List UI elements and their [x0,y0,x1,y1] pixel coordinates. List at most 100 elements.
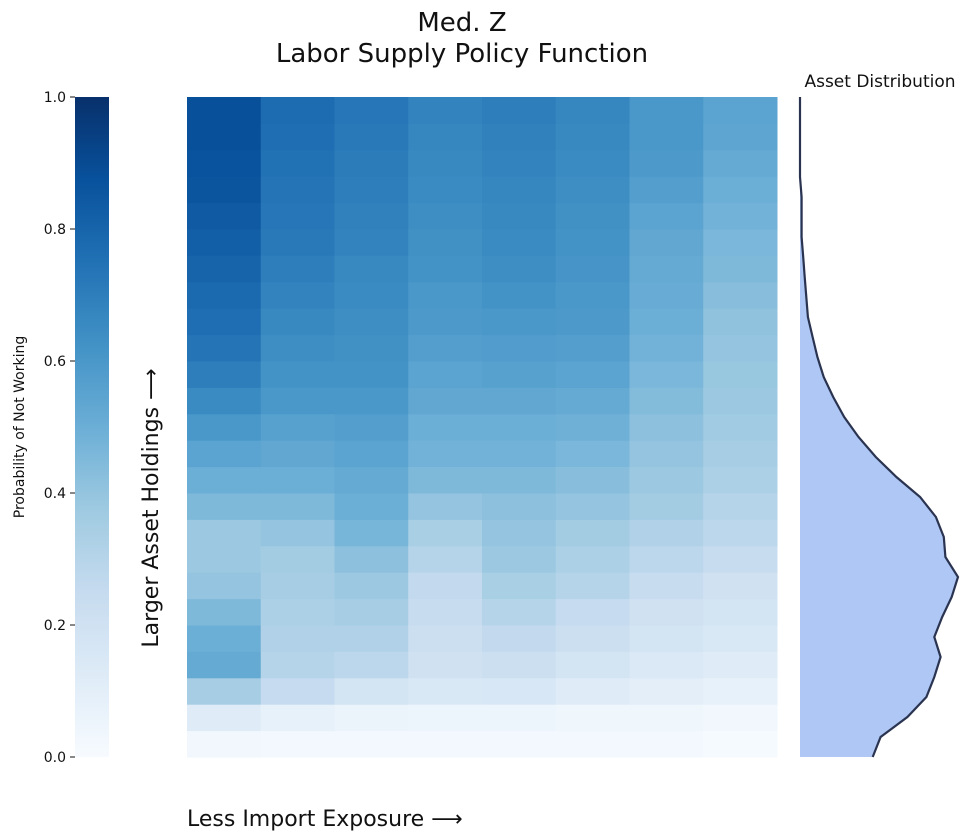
heatmap-cell [482,545,557,573]
heatmap-cell [408,625,483,652]
heatmap-cell [408,202,483,230]
heatmap-cell [334,308,409,336]
distribution-title: Asset Distribution [804,72,955,92]
heatmap-cell [555,677,630,705]
heatmap-cell [408,413,483,441]
heatmap-cell [629,149,704,177]
heatmap-cell [334,97,409,124]
heatmap-cell [408,361,483,388]
heatmap-cell [555,704,630,732]
heatmap-cell [408,651,483,679]
heatmap-cell [555,493,630,520]
heatmap-cell [408,255,483,283]
heatmap-cell [703,730,778,758]
heatmap-cell [555,97,630,124]
heatmap-cell [482,598,557,626]
heatmap-cell [408,281,483,309]
heatmap-cell [482,730,557,758]
heatmap-cell [187,598,262,626]
heatmap-cell [482,176,557,204]
heatmap-cell [260,149,335,177]
heatmap-cell [482,123,557,151]
heatmap-cell [555,202,630,230]
heatmap-cell [408,387,483,415]
heatmap-cell [629,413,704,441]
heatmap-cell [334,229,409,256]
heatmap-cell [629,361,704,388]
heatmap-cell [408,677,483,705]
heatmap-cell [334,255,409,283]
heatmap-cell [187,387,262,415]
heatmap-cell [187,361,262,388]
heatmap-cell [187,97,262,124]
heatmap-cell [187,572,262,600]
heatmap-cell [408,704,483,732]
heatmap-cell [334,493,409,520]
heatmap-cell [629,730,704,758]
heatmap-cell [629,651,704,679]
heatmap-cell [703,545,778,573]
heatmap-cell [629,625,704,652]
heatmap-cell [482,677,557,705]
colorbar-tick-label: 0.8 [44,222,66,238]
colorbar-tick-label: 0.2 [44,618,66,634]
heatmap-cell [703,651,778,679]
heatmap-cell [334,572,409,600]
heatmap-cell [260,255,335,283]
heatmap-cell [187,493,262,520]
heatmap-cell [629,202,704,230]
y-axis-label: Larger Asset Holdings ⟶ [139,368,164,647]
heatmap-cell [703,361,778,388]
heatmap-cell [334,281,409,309]
heatmap-cell [260,413,335,441]
heatmap-cell [703,677,778,705]
heatmap-cell [482,704,557,732]
heatmap-cell [482,519,557,547]
heatmap-cell [555,440,630,468]
heatmap-cell [703,519,778,547]
chart-subtitle: Labor Supply Policy Function [276,39,648,69]
heatmap-cell [629,440,704,468]
heatmap-cell [482,493,557,520]
heatmap-cell [260,176,335,204]
heatmap-cell [703,625,778,652]
colorbar-label: Probability of Not Working [12,336,28,518]
heatmap-cell [555,123,630,151]
heatmap-cell [703,598,778,626]
chart-title: Med. Z [417,8,506,38]
heatmap-cell [334,704,409,732]
heatmap-cell [260,281,335,309]
heatmap-cell [408,493,483,520]
heatmap-cell [629,677,704,705]
heatmap-cell [187,308,262,336]
heatmap-cell [703,493,778,520]
heatmap-cell [482,255,557,283]
heatmap-cell [334,519,409,547]
heatmap-cell [408,730,483,758]
heatmap-cell [187,440,262,468]
heatmap-cell [555,625,630,652]
heatmap-cell [482,466,557,494]
heatmap-cell [555,572,630,600]
heatmap-cell [629,255,704,283]
heatmap-cell [629,97,704,124]
heatmap-cell [703,387,778,415]
heatmap-cell [187,545,262,573]
heatmap-cell [187,730,262,758]
heatmap-cell [334,123,409,151]
heatmap-cell [703,97,778,124]
heatmap-cell [187,334,262,362]
heatmap-cell [260,545,335,573]
heatmap-cell [703,281,778,309]
heatmap-cell [482,572,557,600]
heatmap-cell [260,97,335,124]
heatmap-cell [408,176,483,204]
heatmap-cell [408,519,483,547]
heatmap-cell [555,176,630,204]
heatmap-cell [629,598,704,626]
heatmap-cell [187,704,262,732]
heatmap-cell [334,677,409,705]
heatmap-cell [482,229,557,256]
heatmap-cell [555,149,630,177]
heatmap-cell [187,466,262,494]
